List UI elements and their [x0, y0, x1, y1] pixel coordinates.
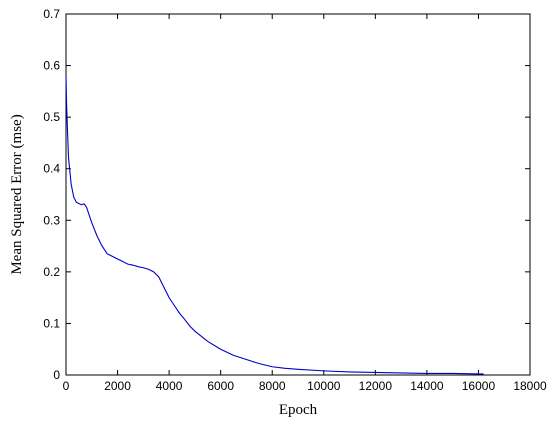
- y-tick-label: 0.4: [43, 162, 60, 176]
- x-tick-label: 0: [63, 379, 70, 393]
- y-tick-label: 0.3: [43, 213, 60, 227]
- plot-frame: [65, 13, 531, 376]
- x-tick-label: 14000: [410, 379, 444, 393]
- y-tick-label: 0.7: [43, 7, 60, 21]
- y-axis-title: Mean Squared Error (mse): [9, 114, 25, 274]
- x-tick-label: 10000: [307, 379, 341, 393]
- x-tick-label: 12000: [359, 379, 393, 393]
- y-tick-label: 0.6: [43, 59, 60, 73]
- y-tick-label: 0: [53, 368, 60, 382]
- x-axis-title: Epoch: [279, 402, 318, 418]
- x-tick-label: 8000: [259, 379, 286, 393]
- x-tick-label: 18000: [513, 379, 547, 393]
- tick-labels: 0 2000 4000 6000 8000 10000 12000 14000 16000 180…: [43, 7, 547, 393]
- x-tick-label: 2000: [104, 379, 131, 393]
- y-tick-label: 0.2: [43, 265, 60, 279]
- y-tick-label: 0.5: [43, 110, 60, 124]
- x-tick-label: 6000: [207, 379, 234, 393]
- y-tick-label: 0.1: [43, 316, 60, 330]
- x-tick-label: 16000: [462, 379, 496, 393]
- mse-curve: [65, 75, 484, 375]
- x-tick-label: 4000: [156, 379, 183, 393]
